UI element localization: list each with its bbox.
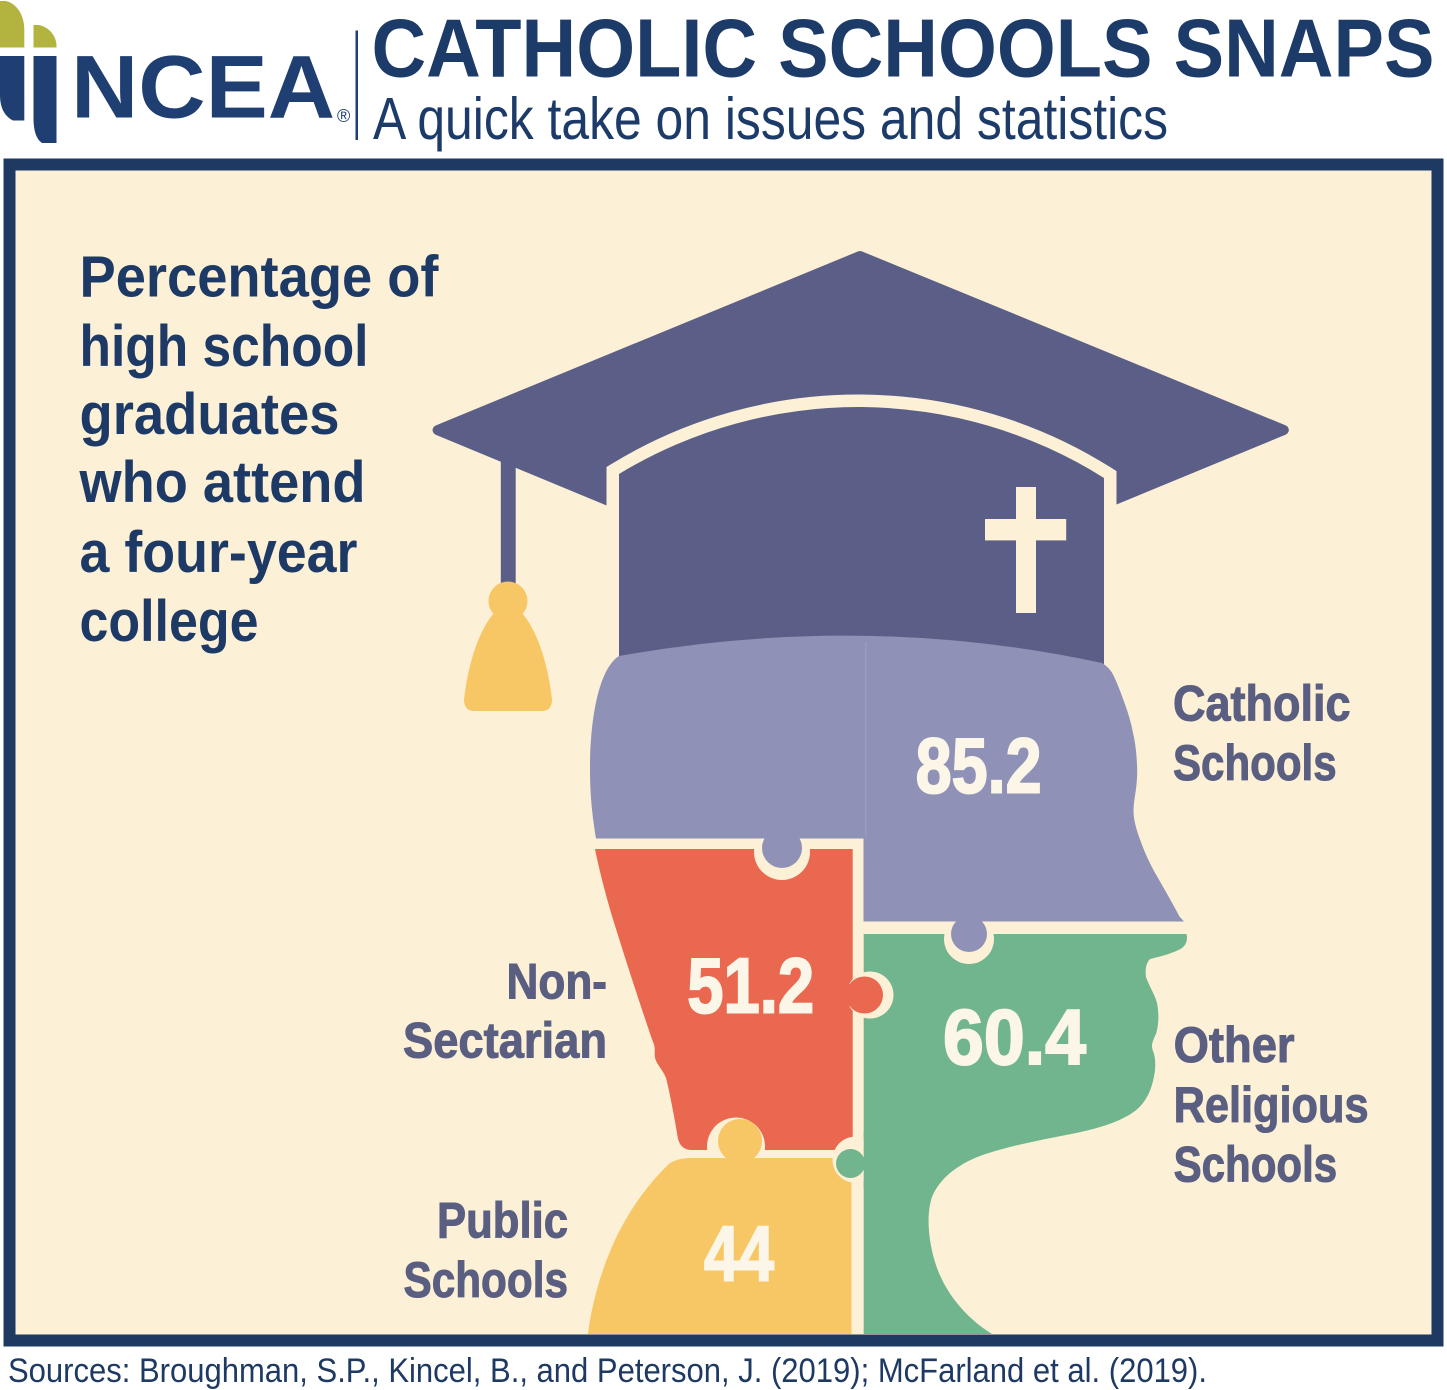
svg-text:60.4: 60.4 (943, 993, 1086, 1081)
svg-text:Religious: Religious (1174, 1077, 1369, 1133)
svg-text:Non-: Non- (507, 953, 608, 1009)
svg-text:Catholic: Catholic (1173, 676, 1351, 732)
svg-text:a four-year: a four-year (80, 520, 358, 585)
svg-text:Percentage of: Percentage of (80, 245, 440, 310)
svg-text:51.2: 51.2 (687, 942, 814, 1030)
svg-text:who attend: who attend (79, 450, 366, 515)
svg-text:Public: Public (437, 1193, 568, 1249)
svg-text:college: college (80, 589, 259, 654)
svg-text:44: 44 (704, 1209, 774, 1297)
svg-text:®: ® (337, 106, 350, 126)
svg-text:A quick take on issues and sta: A quick take on issues and statistics (373, 86, 1168, 152)
svg-text:graduates: graduates (80, 382, 340, 447)
svg-text:Schools: Schools (1174, 1137, 1338, 1193)
svg-text:Other: Other (1174, 1017, 1295, 1073)
svg-text:Schools: Schools (404, 1252, 569, 1308)
svg-text:Schools: Schools (1173, 735, 1337, 791)
svg-text:NCEA: NCEA (71, 38, 335, 137)
svg-text:CATHOLIC SCHOOLS SNAPS: CATHOLIC SCHOOLS SNAPS (372, 2, 1435, 95)
svg-text:85.2: 85.2 (916, 722, 1042, 810)
svg-text:Sources: Broughman, S.P., Kinc: Sources: Broughman, S.P., Kincel, B., an… (8, 1352, 1207, 1390)
svg-text:high school: high school (80, 314, 369, 379)
svg-text:Sectarian: Sectarian (403, 1013, 607, 1069)
